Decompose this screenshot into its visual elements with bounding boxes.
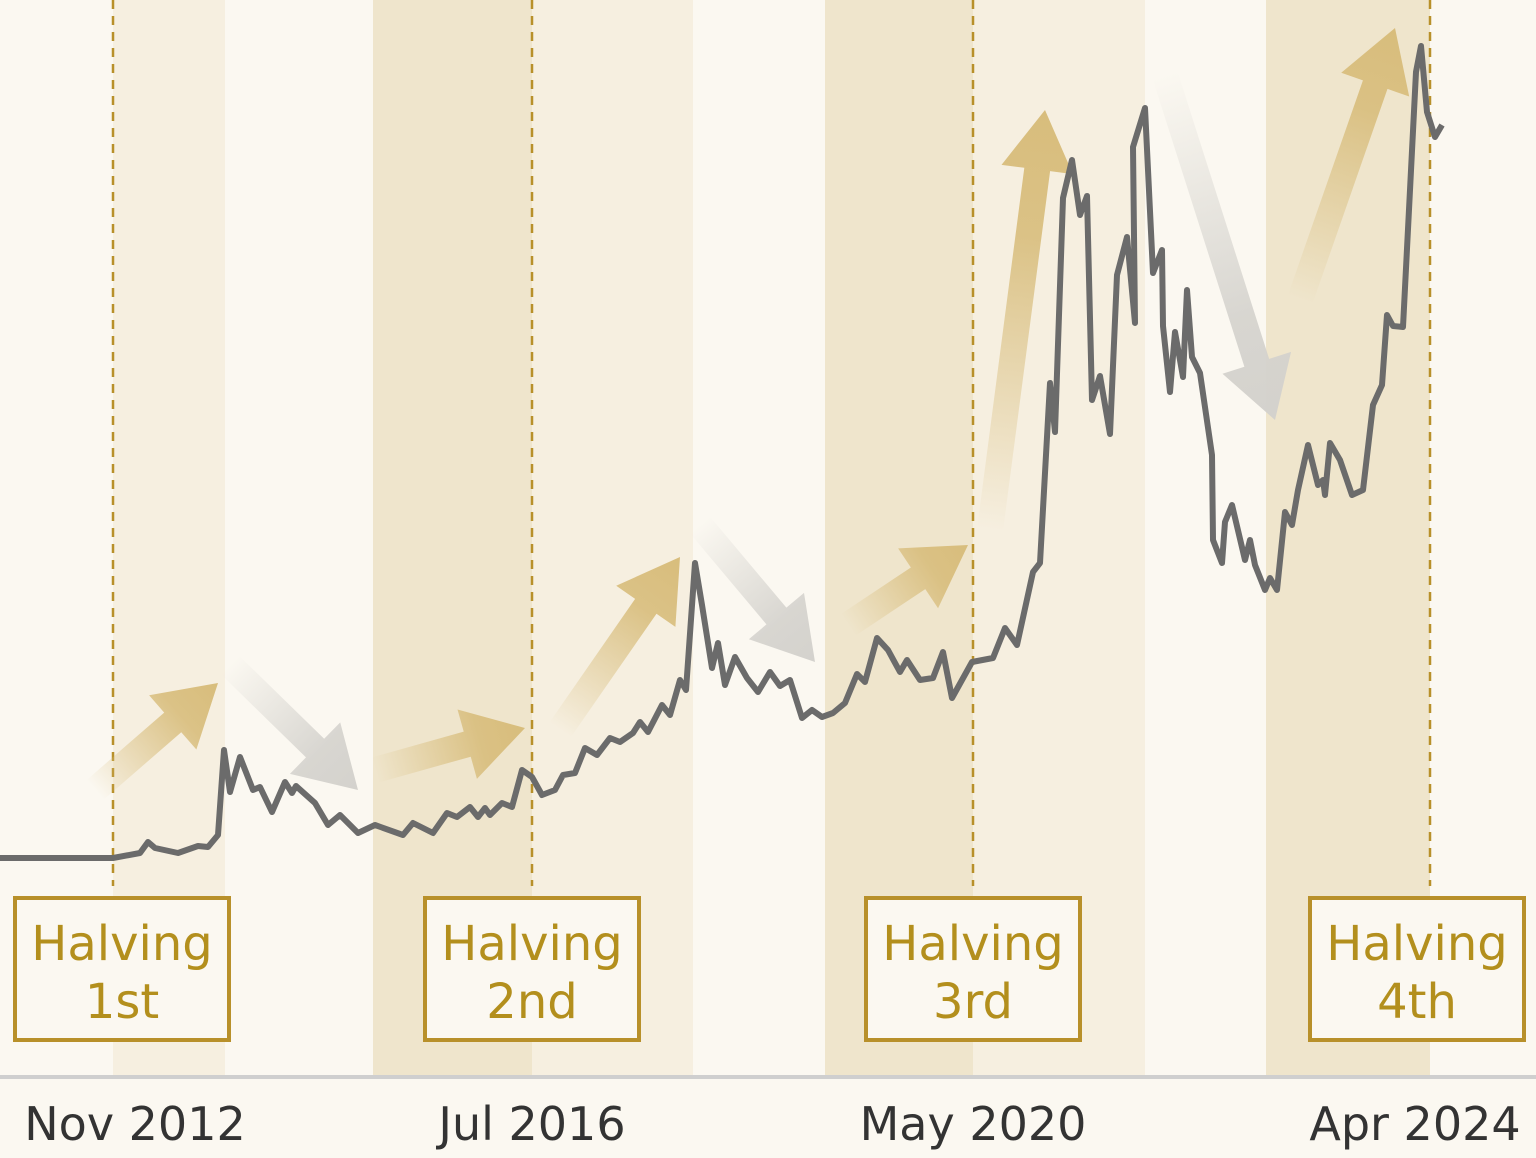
trend-arrow [549, 557, 680, 738]
label-box [1308, 896, 1526, 1042]
halving-ordinal: 2nd [486, 974, 577, 1030]
halving-lines [111, 0, 1432, 886]
band [825, 0, 973, 1075]
label-boxes [13, 896, 1526, 1042]
trend-arrow [220, 655, 358, 790]
label-box [13, 896, 231, 1042]
price-line [0, 43, 1445, 861]
trend-arrow [86, 683, 218, 800]
halving-title: Halving [1326, 916, 1507, 972]
halving-title: Halving [31, 916, 212, 972]
trend-arrow [1287, 28, 1410, 305]
trend-arrow [840, 545, 968, 636]
band [113, 0, 225, 1075]
arrows [86, 28, 1410, 800]
halving-title: Halving [441, 916, 622, 972]
halving-date: May 2020 [860, 1097, 1087, 1151]
label-box [423, 896, 641, 1042]
trend-arrow [1152, 71, 1292, 421]
halving-title: Halving [882, 916, 1063, 972]
halving-ordinal: 4th [1377, 974, 1457, 1030]
halving-date: Apr 2024 [1309, 1097, 1520, 1151]
halving-date: Nov 2012 [24, 1097, 245, 1151]
trend-arrow [371, 709, 525, 783]
halving-ordinal: 1st [85, 974, 159, 1030]
trend-arrow [690, 516, 815, 662]
trend-arrow [977, 110, 1073, 532]
band [973, 0, 1145, 1075]
halving-date: Jul 2016 [435, 1097, 625, 1151]
label-box [864, 896, 1082, 1042]
halving-ordinal: 3rd [933, 974, 1013, 1030]
band [373, 0, 532, 1075]
band [532, 0, 693, 1075]
